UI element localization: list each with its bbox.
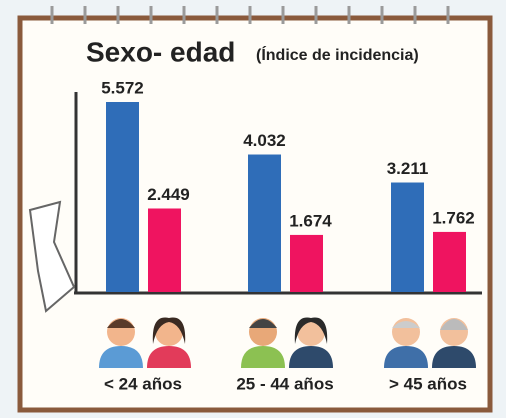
value-label: 4.032 — [243, 131, 286, 150]
x-tick-label: > 45 años — [389, 374, 467, 393]
value-label: 2.449 — [147, 185, 190, 204]
chart-title: Sexo- edad — [86, 36, 235, 67]
bar — [290, 235, 323, 292]
x-tick-label: 25 - 44 años — [236, 374, 333, 393]
value-label: 1.762 — [432, 208, 475, 227]
bar — [433, 232, 466, 292]
chart: Sexo- edad (Índice de incidencia) < 24 a… — [0, 0, 506, 418]
bar — [106, 102, 139, 292]
value-label: 5.572 — [101, 78, 144, 97]
bar — [148, 208, 181, 292]
x-tick-label: < 24 años — [104, 374, 182, 393]
bar — [391, 183, 424, 292]
chart-subtitle: (Índice de incidencia) — [256, 45, 419, 64]
bar — [248, 155, 281, 292]
value-label: 3.211 — [387, 159, 429, 178]
value-label: 1.674 — [289, 211, 332, 230]
